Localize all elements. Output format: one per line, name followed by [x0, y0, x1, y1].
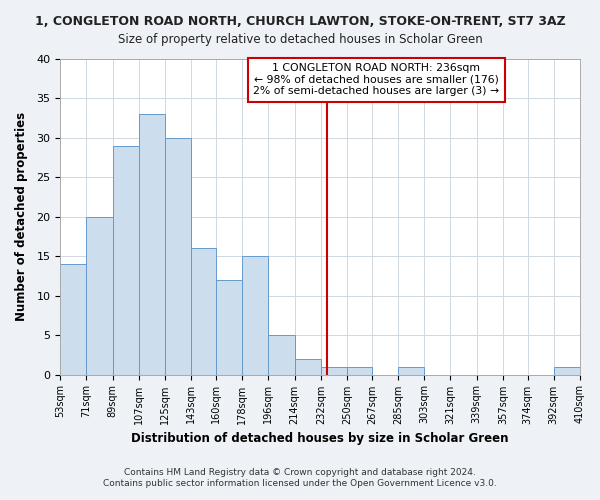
Bar [86, 217, 113, 374]
Y-axis label: Number of detached properties: Number of detached properties [15, 112, 28, 322]
Bar [398, 366, 424, 374]
Bar [321, 366, 347, 374]
Bar [295, 359, 321, 374]
Bar [347, 366, 372, 374]
Bar [242, 256, 268, 374]
Bar [113, 146, 139, 374]
Bar [268, 335, 295, 374]
Bar [60, 264, 86, 374]
Text: 1, CONGLETON ROAD NORTH, CHURCH LAWTON, STOKE-ON-TRENT, ST7 3AZ: 1, CONGLETON ROAD NORTH, CHURCH LAWTON, … [35, 15, 565, 28]
Text: 1 CONGLETON ROAD NORTH: 236sqm
← 98% of detached houses are smaller (176)
2% of : 1 CONGLETON ROAD NORTH: 236sqm ← 98% of … [253, 63, 499, 96]
Bar [216, 280, 242, 374]
Bar [554, 366, 580, 374]
Text: Size of property relative to detached houses in Scholar Green: Size of property relative to detached ho… [118, 32, 482, 46]
X-axis label: Distribution of detached houses by size in Scholar Green: Distribution of detached houses by size … [131, 432, 509, 445]
Bar [191, 248, 216, 374]
Text: Contains HM Land Registry data © Crown copyright and database right 2024.
Contai: Contains HM Land Registry data © Crown c… [103, 468, 497, 487]
Bar [165, 138, 191, 374]
Bar [139, 114, 165, 374]
